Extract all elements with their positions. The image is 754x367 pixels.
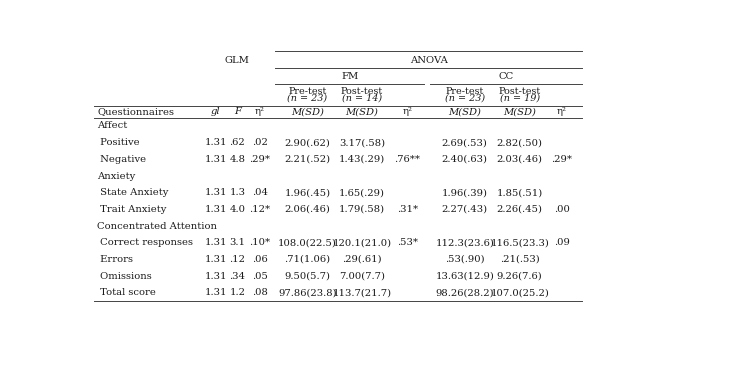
Text: 4.8: 4.8: [229, 155, 245, 164]
Text: 1.96(.39): 1.96(.39): [442, 188, 488, 197]
Text: M(SD): M(SD): [291, 108, 324, 116]
Text: 1.65(.29): 1.65(.29): [339, 188, 385, 197]
Text: Pre-test: Pre-test: [288, 87, 326, 96]
Text: Pre-test: Pre-test: [446, 87, 484, 96]
Text: 2.90(.62): 2.90(.62): [284, 138, 330, 147]
Text: Questionnaires: Questionnaires: [97, 108, 174, 116]
Text: 1.31: 1.31: [204, 188, 227, 197]
Text: 2.26(.45): 2.26(.45): [497, 205, 543, 214]
Text: 116.5(23.3): 116.5(23.3): [490, 238, 549, 247]
Text: F: F: [234, 108, 241, 116]
Text: .62: .62: [229, 138, 245, 147]
Text: 1.31: 1.31: [204, 238, 227, 247]
Text: (n = 23): (n = 23): [287, 94, 327, 103]
Text: 2.06(.46): 2.06(.46): [284, 205, 330, 214]
Text: 1.31: 1.31: [204, 205, 227, 214]
Text: 1.2: 1.2: [229, 288, 245, 297]
Text: Anxiety: Anxiety: [97, 171, 136, 181]
Text: 2.82(.50): 2.82(.50): [497, 138, 543, 147]
Text: 2.03(.46): 2.03(.46): [497, 155, 543, 164]
Text: Errors: Errors: [97, 255, 133, 264]
Text: .34: .34: [229, 272, 245, 280]
Text: 9.26(7.6): 9.26(7.6): [497, 272, 543, 280]
Text: 97.86(23.8): 97.86(23.8): [278, 288, 337, 297]
Text: .02: .02: [252, 138, 268, 147]
Text: 13.63(12.9): 13.63(12.9): [435, 272, 494, 280]
Text: .21(.53): .21(.53): [500, 255, 540, 264]
Text: 1.31: 1.31: [204, 288, 227, 297]
Text: 1.31: 1.31: [204, 138, 227, 147]
Text: State Anxiety: State Anxiety: [97, 188, 169, 197]
Text: Affect: Affect: [97, 121, 127, 131]
Text: 108.0(22.5): 108.0(22.5): [278, 238, 337, 247]
Text: 3.17(.58): 3.17(.58): [339, 138, 385, 147]
Text: 9.50(5.7): 9.50(5.7): [284, 272, 330, 280]
Text: M(SD): M(SD): [503, 108, 536, 116]
Text: Post-test: Post-test: [498, 87, 541, 96]
Text: η²: η²: [556, 108, 567, 116]
Text: 7.00(7.7): 7.00(7.7): [339, 272, 385, 280]
Text: 1.31: 1.31: [204, 272, 227, 280]
Text: 1.3: 1.3: [229, 188, 245, 197]
Text: η²: η²: [255, 108, 265, 116]
Text: 1.85(.51): 1.85(.51): [497, 188, 543, 197]
Text: .76**: .76**: [394, 155, 421, 164]
Text: .29*: .29*: [551, 155, 572, 164]
Text: .53(.90): .53(.90): [445, 255, 485, 264]
Text: 2.21(.52): 2.21(.52): [284, 155, 330, 164]
Text: (n = 19): (n = 19): [500, 94, 540, 103]
Text: Trait Anxiety: Trait Anxiety: [97, 205, 167, 214]
Text: 112.3(23.6): 112.3(23.6): [435, 238, 494, 247]
Text: .53*: .53*: [397, 238, 418, 247]
Text: 1.31: 1.31: [204, 155, 227, 164]
Text: 98.26(28.2): 98.26(28.2): [435, 288, 494, 297]
Text: .05: .05: [252, 272, 268, 280]
Text: .31*: .31*: [397, 205, 418, 214]
Text: 120.1(21.0): 120.1(21.0): [333, 238, 391, 247]
Text: .29(.61): .29(.61): [342, 255, 382, 264]
Text: (n = 23): (n = 23): [445, 94, 485, 103]
Text: 1.31: 1.31: [204, 255, 227, 264]
Text: Concentrated Attention: Concentrated Attention: [97, 222, 217, 230]
Text: 2.69(.53): 2.69(.53): [442, 138, 488, 147]
Text: CC: CC: [498, 72, 513, 81]
Text: Post-test: Post-test: [341, 87, 383, 96]
Text: .10*: .10*: [249, 238, 270, 247]
Text: .71(1.06): .71(1.06): [284, 255, 330, 264]
Text: .00: .00: [553, 205, 570, 214]
Text: .12*: .12*: [249, 205, 270, 214]
Text: FM: FM: [342, 72, 359, 81]
Text: 113.7(21.7): 113.7(21.7): [333, 288, 391, 297]
Text: 2.27(.43): 2.27(.43): [442, 205, 488, 214]
Text: Negative: Negative: [97, 155, 146, 164]
Text: 1.79(.58): 1.79(.58): [339, 205, 385, 214]
Text: 2.40(.63): 2.40(.63): [442, 155, 488, 164]
Text: GLM: GLM: [225, 56, 250, 65]
Text: .09: .09: [553, 238, 570, 247]
Text: .29*: .29*: [249, 155, 270, 164]
Text: .08: .08: [252, 288, 268, 297]
Text: Positive: Positive: [97, 138, 139, 147]
Text: 4.0: 4.0: [229, 205, 245, 214]
Text: Total score: Total score: [97, 288, 156, 297]
Text: .12: .12: [229, 255, 245, 264]
Text: (n = 14): (n = 14): [342, 94, 382, 103]
Text: M(SD): M(SD): [345, 108, 379, 116]
Text: 3.1: 3.1: [229, 238, 245, 247]
Text: 1.43(.29): 1.43(.29): [339, 155, 385, 164]
Text: 107.0(25.2): 107.0(25.2): [490, 288, 549, 297]
Text: 1.96(.45): 1.96(.45): [284, 188, 330, 197]
Text: η²: η²: [403, 108, 412, 116]
Text: Omissions: Omissions: [97, 272, 152, 280]
Text: ANOVA: ANOVA: [410, 56, 448, 65]
Text: M(SD): M(SD): [449, 108, 481, 116]
Text: .04: .04: [252, 188, 268, 197]
Text: .06: .06: [252, 255, 268, 264]
Text: gl: gl: [211, 108, 221, 116]
Text: Correct responses: Correct responses: [97, 238, 193, 247]
